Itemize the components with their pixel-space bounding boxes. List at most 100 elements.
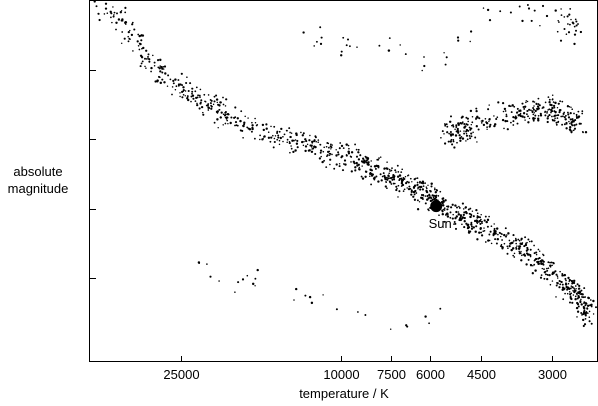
star-main-sequence <box>95 5 98 8</box>
star-main-sequence <box>577 295 580 298</box>
star-main-sequence <box>561 272 564 275</box>
star-giants <box>558 111 561 114</box>
star-white-dwarfs <box>218 280 220 282</box>
star-main-sequence <box>213 95 216 98</box>
star-main-sequence <box>342 147 345 149</box>
star-giants <box>484 117 487 120</box>
star-main-sequence <box>166 85 169 87</box>
plot-frame <box>89 0 598 362</box>
star-main-sequence <box>568 280 570 283</box>
star-main-sequence <box>215 94 218 97</box>
star-main-sequence <box>527 238 530 241</box>
star-giants <box>537 117 540 120</box>
star-main-sequence <box>469 207 472 210</box>
star-main-sequence <box>365 159 368 162</box>
star-main-sequence <box>230 116 233 119</box>
star-giants <box>488 104 490 106</box>
star-giants <box>465 130 468 133</box>
star-giants <box>494 123 496 126</box>
star-giants <box>534 109 537 113</box>
star-white-dwarfs <box>428 322 430 325</box>
star-main-sequence <box>207 109 210 111</box>
star-main-sequence <box>315 140 317 143</box>
star-giants <box>468 126 471 129</box>
star-main-sequence <box>480 220 483 223</box>
star-main-sequence <box>308 139 311 142</box>
star-giants <box>501 101 505 105</box>
star-main-sequence <box>477 216 480 218</box>
star-main-sequence <box>251 121 253 124</box>
star-white-dwarfs <box>293 299 295 301</box>
star-main-sequence <box>410 193 413 196</box>
star-giants <box>573 124 576 127</box>
star-main-sequence <box>218 104 221 107</box>
star-main-sequence <box>576 303 580 306</box>
star-main-sequence <box>459 219 462 222</box>
star-main-sequence <box>210 104 212 107</box>
star-main-sequence <box>276 138 279 141</box>
star-giants <box>554 110 557 114</box>
star-main-sequence <box>442 200 445 203</box>
star-main-sequence <box>539 276 543 279</box>
star-supergiants <box>349 45 351 48</box>
star-main-sequence <box>420 181 423 184</box>
star-giants <box>567 116 571 119</box>
star-main-sequence <box>467 230 470 232</box>
star-main-sequence <box>190 100 192 103</box>
star-main-sequence <box>569 295 572 298</box>
star-main-sequence <box>578 291 581 294</box>
star-main-sequence <box>413 198 417 201</box>
star-giants <box>470 135 473 138</box>
star-supergiants <box>559 39 563 42</box>
star-main-sequence <box>393 178 396 181</box>
star-main-sequence <box>481 222 483 225</box>
star-main-sequence <box>551 280 554 282</box>
star-main-sequence <box>515 237 517 240</box>
star-main-sequence <box>518 239 521 242</box>
star-main-sequence <box>207 94 210 96</box>
star-main-sequence <box>425 186 427 188</box>
star-giants <box>468 134 471 137</box>
star-main-sequence <box>289 151 291 154</box>
star-main-sequence <box>397 184 400 187</box>
star-main-sequence <box>544 270 547 273</box>
star-main-sequence <box>523 245 526 248</box>
star-main-sequence <box>560 280 563 284</box>
star-giants <box>461 137 465 140</box>
star-main-sequence <box>363 159 366 162</box>
star-main-sequence <box>578 284 581 288</box>
star-main-sequence <box>138 42 141 45</box>
star-main-sequence <box>383 174 386 177</box>
star-main-sequence <box>487 239 490 242</box>
star-giants <box>551 106 554 110</box>
star-giants <box>521 102 524 105</box>
star-main-sequence <box>186 76 188 78</box>
star-main-sequence <box>318 157 322 160</box>
star-giants <box>456 129 460 133</box>
star-main-sequence <box>401 168 404 171</box>
star-main-sequence <box>191 87 194 90</box>
star-giants <box>575 123 578 126</box>
star-giants <box>465 116 468 119</box>
star-giants <box>574 119 577 122</box>
star-giants <box>470 123 473 126</box>
star-main-sequence <box>215 98 219 101</box>
star-main-sequence <box>199 88 202 91</box>
star-main-sequence <box>569 287 572 290</box>
star-main-sequence <box>501 239 503 241</box>
star-main-sequence <box>590 322 593 325</box>
star-main-sequence <box>555 284 558 287</box>
star-main-sequence <box>392 176 395 179</box>
star-giants <box>554 101 557 105</box>
star-main-sequence <box>480 213 482 216</box>
star-main-sequence <box>289 135 292 139</box>
star-main-sequence <box>226 116 229 119</box>
star-main-sequence <box>164 72 167 75</box>
star-main-sequence <box>224 111 227 114</box>
star-main-sequence <box>267 131 270 133</box>
star-main-sequence <box>390 183 393 185</box>
star-main-sequence <box>142 46 145 50</box>
star-main-sequence <box>357 168 360 170</box>
star-main-sequence <box>159 70 162 73</box>
star-main-sequence <box>389 181 392 184</box>
